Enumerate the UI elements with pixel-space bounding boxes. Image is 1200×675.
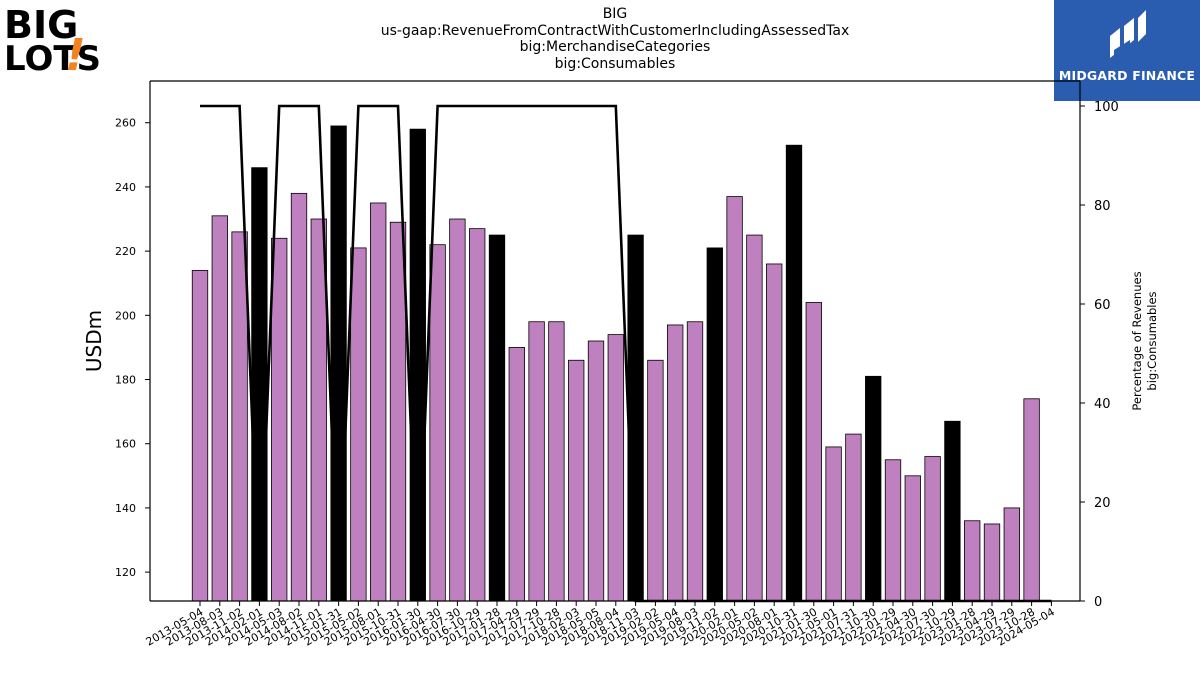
y2-axis-label-line1: Percentage of Revenues	[1130, 271, 1144, 410]
bar-2023-10-28	[1023, 398, 1040, 602]
bar-2018-05-05	[587, 340, 605, 602]
left-tick-label-220: 220	[115, 245, 136, 258]
bar-2015-10-31	[389, 221, 407, 602]
y-axis-label: USDm	[82, 310, 106, 372]
left-tick-label-260: 260	[115, 117, 136, 130]
right-tick-label-40: 40	[1094, 397, 1111, 412]
right-tick-label-0: 0	[1094, 595, 1102, 610]
left-tick-label-120: 120	[115, 566, 136, 579]
left-tick-label-240: 240	[115, 181, 136, 194]
bar-2022-04-30	[904, 475, 921, 602]
bar-2018-11-03	[627, 234, 644, 602]
bar-2019-08-03	[686, 321, 704, 602]
logo-tm: ™	[90, 67, 96, 74]
bar-2020-05-02	[746, 234, 763, 602]
bar-2019-02-02	[647, 359, 664, 602]
right-tick-label-100: 100	[1094, 100, 1119, 115]
bar-2021-07-31	[845, 433, 862, 602]
midgard-brand-text: MIDGARD FINANCE	[1058, 68, 1196, 83]
bar-2022-10-29	[944, 420, 961, 602]
bar-2019-05-04	[667, 324, 684, 602]
bar-2014-02-01	[251, 167, 268, 602]
bar-2016-07-30	[449, 218, 466, 602]
bar-2020-02-01	[726, 196, 743, 602]
left-tick-label-140: 140	[115, 502, 136, 515]
bar-2021-01-30	[805, 302, 822, 602]
bar-2014-11-01	[310, 218, 327, 602]
percentage-line	[200, 104, 1052, 603]
bar-2014-08-02	[290, 192, 308, 602]
big-lots-logo: BIG LOTS ! ™	[4, 3, 104, 81]
bar-2021-05-01	[825, 446, 842, 602]
logo-lots-text: LOTS	[4, 39, 101, 74]
bar-2015-08-01	[370, 202, 387, 602]
bar-2017-10-28	[548, 321, 565, 602]
bar-2023-04-29	[983, 523, 1001, 602]
bar-2013-08-03	[211, 215, 228, 602]
chart-title-concept: us-gaap:RevenueFromContractWithCustomerI…	[380, 22, 850, 39]
bar-2018-08-04	[607, 334, 624, 602]
logo-big-text: BIG	[4, 4, 78, 47]
bar-2019-11-02	[706, 247, 723, 602]
bar-2013-05-04	[191, 269, 209, 602]
right-tick-label-20: 20	[1094, 496, 1111, 511]
chart-title-axis: big:MerchandiseCategories	[519, 39, 711, 55]
bar-2015-01-31	[330, 125, 347, 602]
bar-2017-07-29	[528, 321, 545, 602]
bar-2022-07-30	[924, 456, 941, 602]
right-tick-label-60: 60	[1094, 298, 1111, 313]
midgard-emblem-icon	[1110, 10, 1146, 58]
bar-2023-01-28	[964, 520, 981, 602]
bar-2016-04-30	[429, 244, 446, 602]
bar-2017-04-29	[508, 347, 525, 602]
chart-title-block: BIG us-gaap:RevenueFromContractWithCusto…	[265, 6, 965, 72]
bar-2023-07-29	[1003, 507, 1020, 602]
bar-2017-01-28	[488, 234, 506, 602]
bar-2015-05-02	[350, 247, 367, 602]
y2-axis-label-line2: big:Consumables	[1145, 291, 1159, 390]
bar-2020-08-01	[766, 263, 783, 602]
bar-2018-02-03	[568, 359, 585, 602]
left-tick-label-200: 200	[115, 309, 136, 322]
bar-2020-10-31	[785, 144, 803, 602]
bar-2014-05-03	[271, 237, 288, 602]
bar-2016-10-29	[469, 228, 486, 602]
chart-title-member: big:Consumables	[554, 55, 676, 72]
bar-2021-10-30	[865, 375, 882, 602]
right-tick-label-80: 80	[1094, 199, 1111, 214]
left-tick-label-160: 160	[115, 438, 136, 451]
chart-title-ticker: BIG	[602, 6, 628, 22]
midgard-finance-logo: MIDGARD FINANCE	[1054, 0, 1200, 101]
left-tick-label-180: 180	[115, 374, 136, 387]
bar-2013-11-02	[231, 231, 248, 602]
bar-2016-01-30	[409, 128, 426, 602]
bar-2022-01-29	[884, 459, 902, 602]
